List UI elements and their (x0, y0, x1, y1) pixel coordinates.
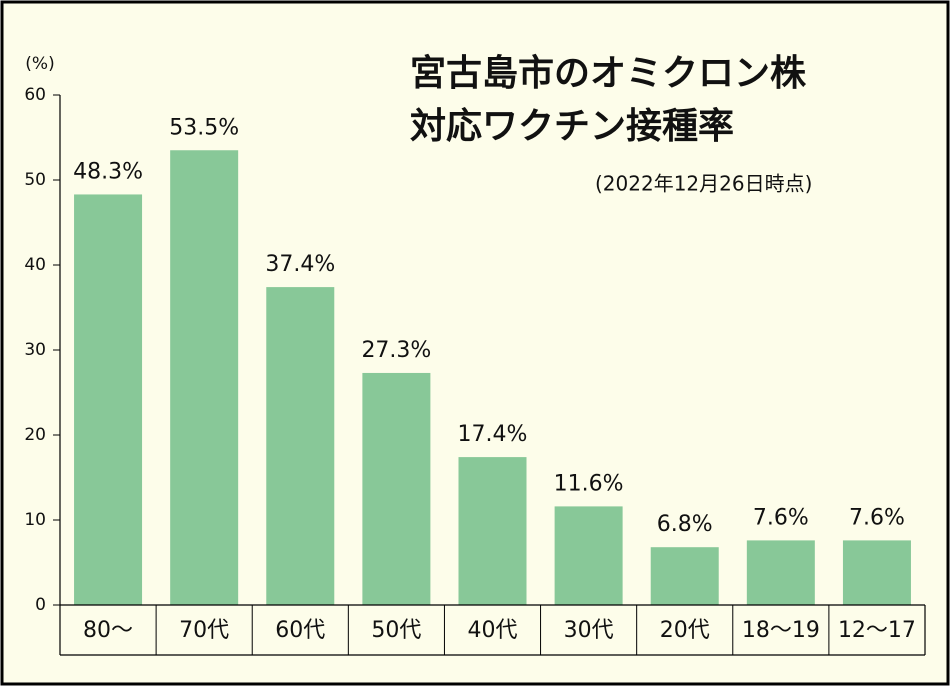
y-axis-label: (%) (25, 54, 54, 74)
bar (650, 547, 719, 605)
y-tick-label: 20 (24, 425, 46, 445)
x-tick-label: 40代 (468, 618, 518, 643)
chart-title: 対応ワクチン接種率 (410, 106, 734, 147)
bar (842, 540, 911, 605)
y-tick-label: 50 (24, 170, 46, 190)
y-tick-label: 0 (35, 595, 46, 615)
bar (74, 194, 143, 605)
y-tick-label: 10 (24, 510, 46, 530)
y-tick-label: 30 (24, 340, 46, 360)
bar (266, 287, 335, 605)
x-tick-label: 80～ (83, 618, 133, 643)
data-label: 7.6% (849, 505, 905, 530)
x-tick-label: 60代 (275, 618, 325, 643)
data-label: 17.4% (458, 422, 528, 447)
bar (458, 457, 527, 605)
chart-title: 宮古島市のオミクロン株 (410, 53, 807, 94)
bar (554, 506, 623, 605)
data-label: 7.6% (753, 505, 809, 530)
data-label: 27.3% (361, 338, 431, 363)
x-tick-label: 70代 (179, 618, 229, 643)
data-label: 53.5% (169, 115, 239, 140)
data-label: 11.6% (554, 471, 624, 496)
x-tick-label: 50代 (371, 618, 421, 643)
y-tick-label: 40 (24, 255, 46, 275)
data-label: 48.3% (73, 159, 143, 184)
x-tick-label: 20代 (660, 618, 710, 643)
bar (746, 540, 815, 605)
data-label: 37.4% (265, 252, 335, 277)
x-tick-label: 30代 (564, 618, 614, 643)
x-tick-label: 18～19 (742, 618, 820, 643)
chart-subtitle: (2022年12月26日時点) (595, 172, 812, 196)
data-label: 6.8% (657, 512, 713, 537)
y-tick-label: 60 (24, 85, 46, 105)
bar (170, 150, 239, 605)
bar (362, 372, 431, 605)
x-tick-label: 12～17 (838, 618, 916, 643)
